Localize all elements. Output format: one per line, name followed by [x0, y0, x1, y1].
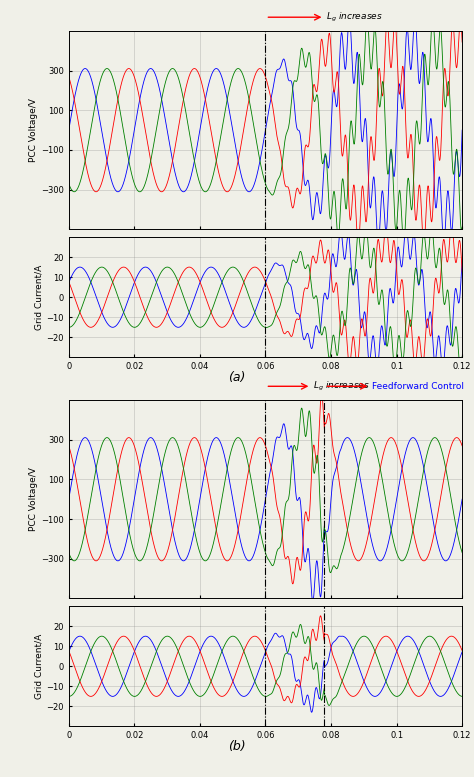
Text: (b): (b)	[228, 740, 246, 753]
Y-axis label: Grid Current/A: Grid Current/A	[35, 265, 44, 329]
Text: Feedforward Control: Feedforward Control	[372, 382, 465, 391]
Text: $L_g$ increases: $L_g$ increases	[313, 380, 370, 393]
Y-axis label: Grid Current/A: Grid Current/A	[35, 634, 44, 699]
Y-axis label: PCC Voltage/V: PCC Voltage/V	[29, 467, 38, 531]
Text: $L_g$ increases: $L_g$ increases	[327, 11, 383, 24]
Y-axis label: PCC Voltage/V: PCC Voltage/V	[29, 98, 38, 162]
Text: (a): (a)	[228, 371, 246, 384]
